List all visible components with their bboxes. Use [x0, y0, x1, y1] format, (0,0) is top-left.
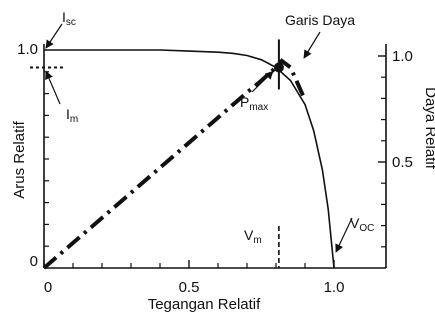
y-right-ticks: 0.5 1.0 — [378, 48, 413, 248]
y-left-tick-label: 1.0 — [17, 41, 38, 58]
x-tick-label: 1.0 — [324, 279, 345, 296]
pmax-label: Pmax — [240, 94, 268, 113]
vm-label: Vm — [244, 227, 262, 246]
pmax-arrow — [251, 70, 274, 93]
x-tick-label: 0 — [44, 279, 52, 296]
power-curve — [42, 58, 307, 270]
garis-daya-arrow — [303, 31, 321, 59]
y-left-tick-label: 0 — [30, 253, 38, 270]
voc-arrow — [335, 217, 353, 253]
im-arrow — [45, 70, 61, 105]
isc-label: Isc — [62, 9, 76, 28]
current-curve — [44, 49, 335, 269]
x-ticks: 0 0.5 1.0 — [43, 260, 345, 296]
y-right-axis-title: Daya Relatif — [422, 87, 435, 170]
x-tick-label: 0.5 — [179, 279, 200, 296]
voc-label: VOC — [350, 215, 374, 234]
x-axis-title: Tegangan Relatif — [148, 296, 261, 313]
y-right-tick-label: 1.0 — [392, 48, 413, 65]
y-right-tick-label: 0.5 — [392, 154, 413, 171]
y-left-axis-title: Arus Relatif — [11, 120, 28, 198]
garis-daya-label: Garis Daya — [285, 12, 355, 28]
isc-arrow — [45, 23, 63, 49]
im-label: Im — [66, 106, 78, 125]
